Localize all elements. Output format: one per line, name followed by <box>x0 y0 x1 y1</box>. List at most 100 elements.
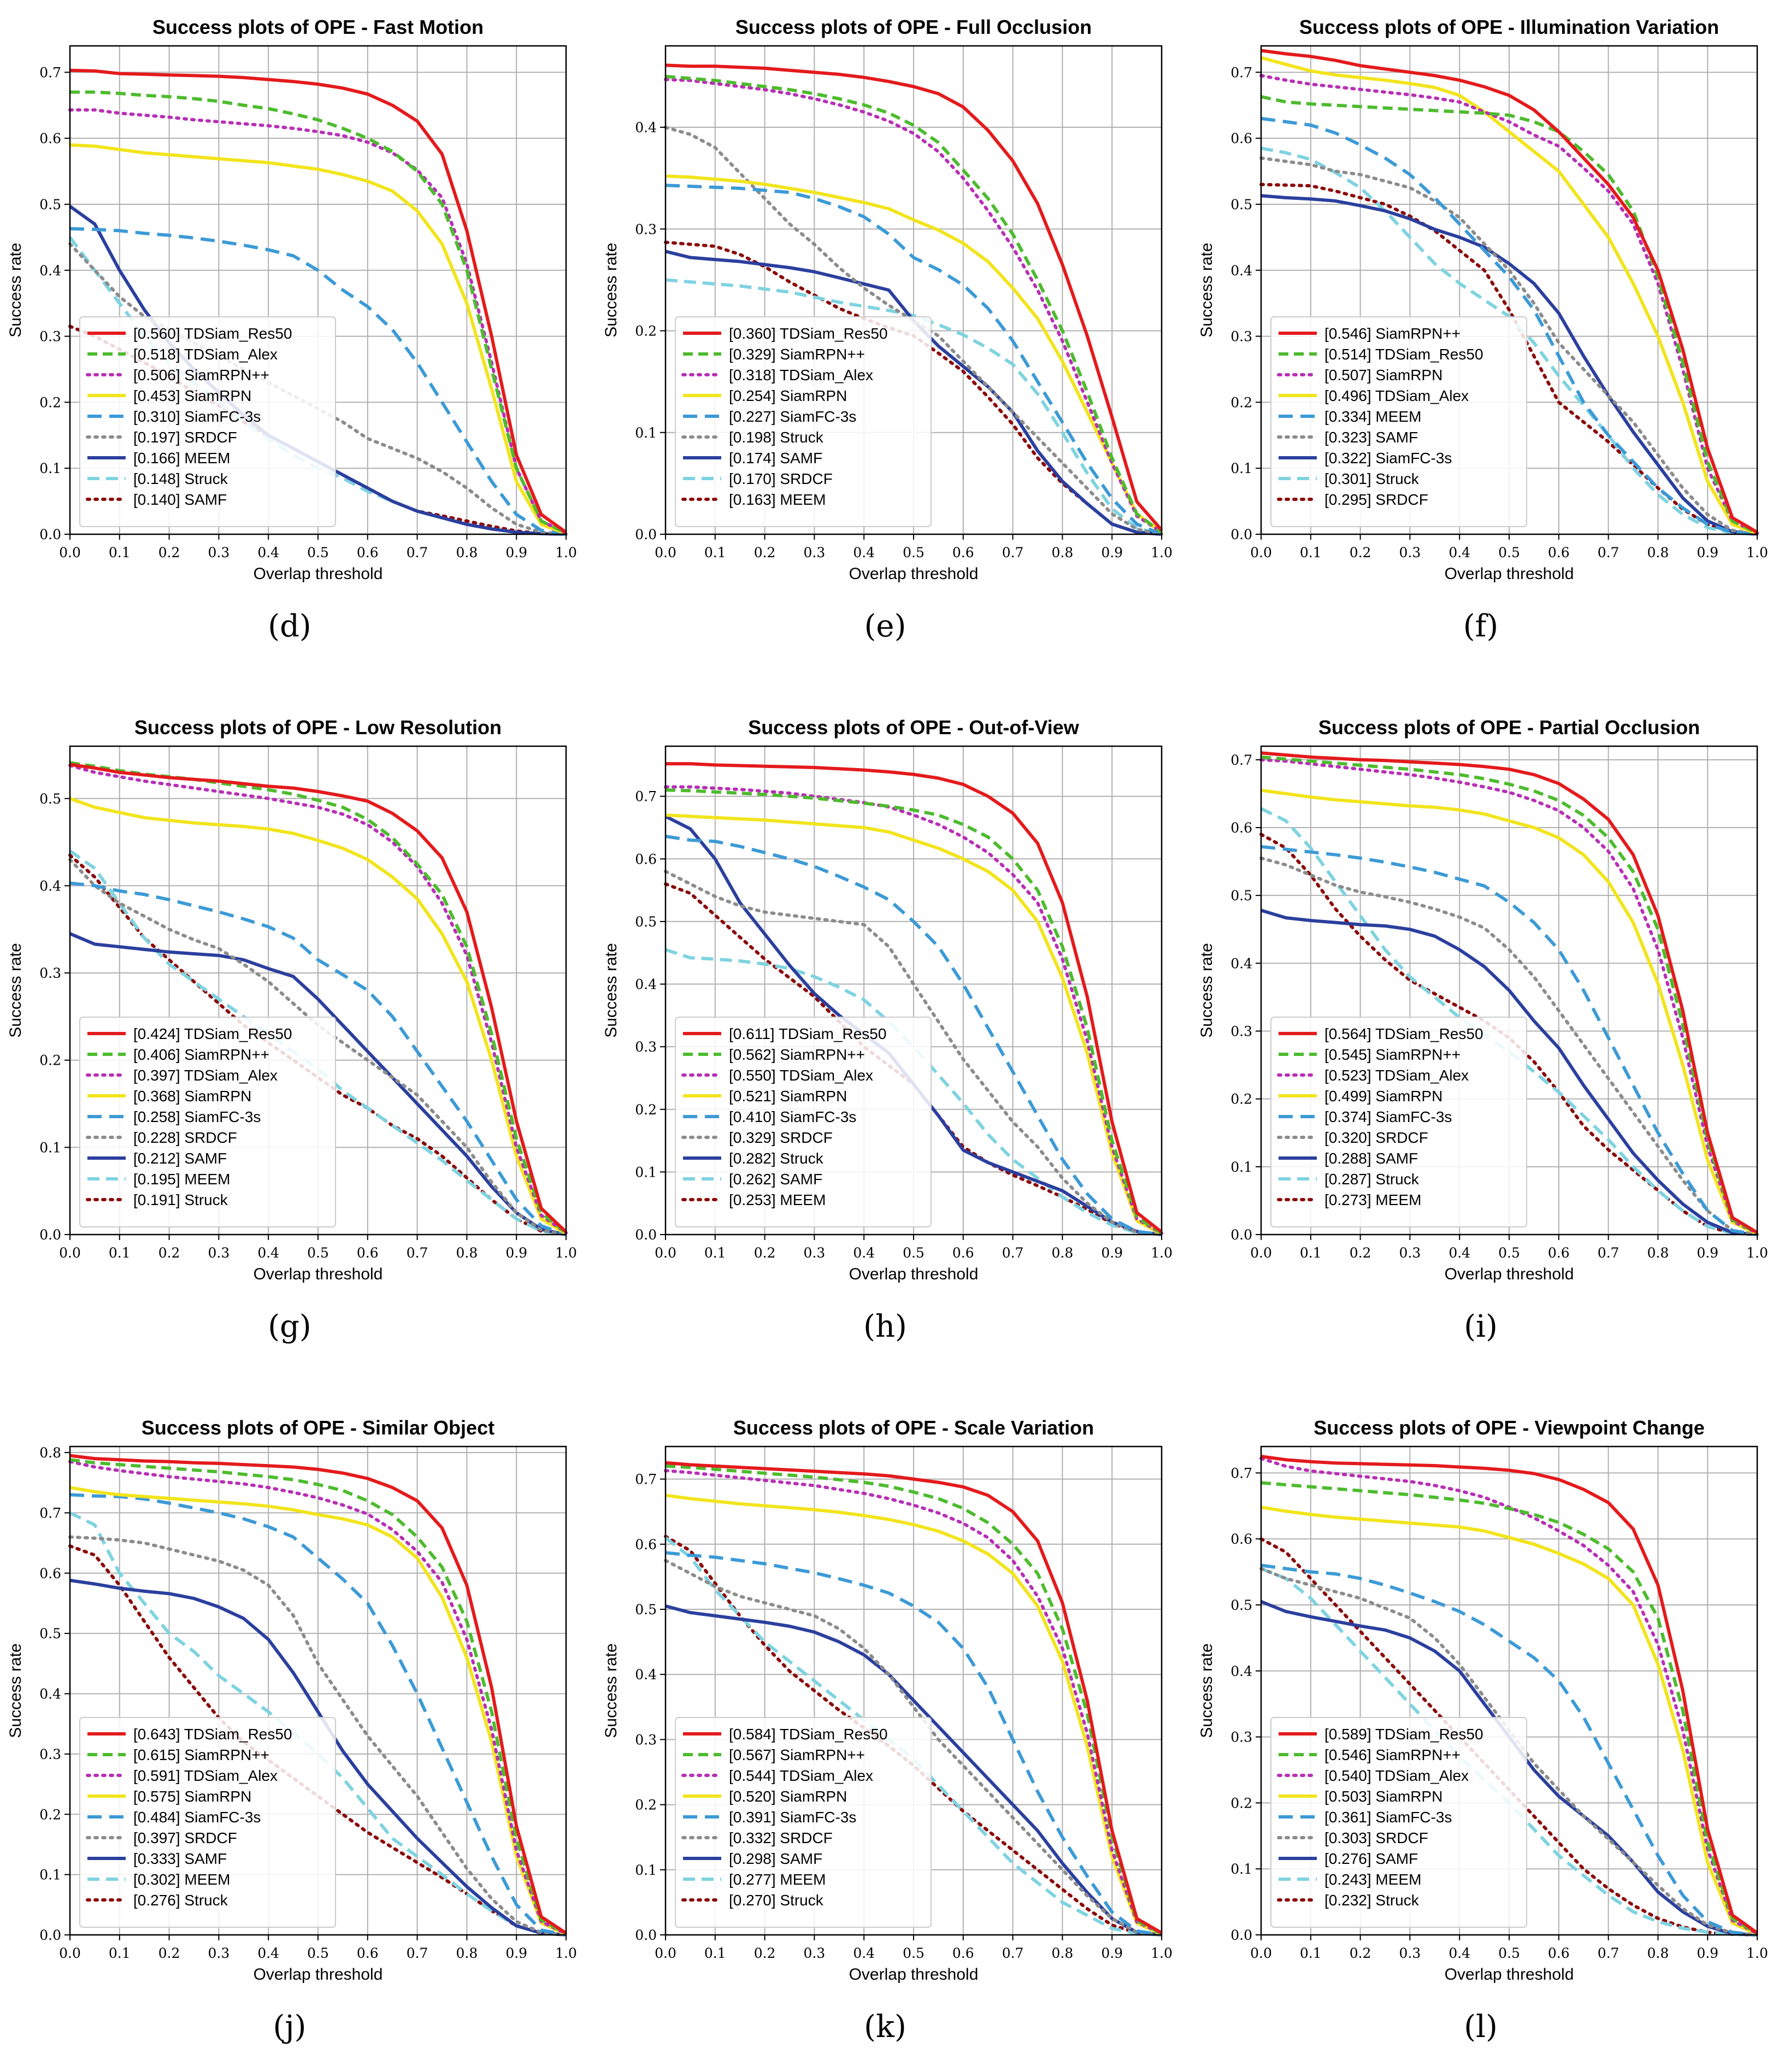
legend-entry: [0.544] TDSiam_Alex <box>729 1767 873 1784</box>
panel-label: (d) <box>268 609 311 644</box>
y-tick-label: 0.7 <box>1230 64 1252 80</box>
legend-entry: [0.270] Struck <box>729 1892 824 1909</box>
x-tick-label: 0.7 <box>1002 545 1024 560</box>
x-tick-label: 0.9 <box>1697 1245 1718 1261</box>
legend-entry: [0.507] SiamRPN <box>1324 367 1442 383</box>
x-tick-label: 1.0 <box>555 1945 577 1961</box>
legend-entry: [0.484] SiamFC-3s <box>133 1809 261 1826</box>
legend-entry: [0.521] SiamRPN <box>729 1088 847 1105</box>
x-tick-label: 0.3 <box>208 1245 230 1261</box>
y-tick-label: 0.5 <box>635 914 657 930</box>
legend-entry: [0.506] SiamRPN++ <box>133 367 269 383</box>
x-tick-label: 0.5 <box>1498 1945 1520 1961</box>
x-axis-label: Overlap threshold <box>254 1965 383 1984</box>
legend-entry: [0.453] SiamRPN <box>133 387 251 404</box>
y-tick-label: 0.2 <box>39 1053 61 1069</box>
chart-panel: 0.0 0.1 0.2 0.3 0.4 0.5 0.6 0.7 0.8 0.9 1.0 0.0 0.1 0… <box>7 1416 577 2045</box>
x-tick-label: 0.9 <box>505 1945 527 1961</box>
y-tick-label: 0.0 <box>1230 527 1252 542</box>
legend-entry: [0.567] SiamRPN++ <box>729 1746 865 1763</box>
y-tick-label: 0.6 <box>1230 1531 1252 1547</box>
y-axis-label: Success rate <box>7 243 25 337</box>
y-tick-label: 0.0 <box>635 1927 657 1943</box>
x-tick-label: 0.4 <box>1449 1945 1470 1961</box>
panel-label: (g) <box>268 1309 311 1344</box>
y-tick-label: 0.3 <box>1230 1024 1252 1040</box>
x-axis-label: Overlap threshold <box>1445 565 1574 583</box>
x-tick-label: 0.7 <box>1598 545 1620 560</box>
x-tick-label: 0.2 <box>1350 1945 1371 1961</box>
chart-panel: 0.0 0.1 0.2 0.3 0.4 0.5 0.6 0.7 0.8 0.9 1.0 0.0 0.1 0… <box>7 16 577 644</box>
x-tick-label: 0.6 <box>952 1245 974 1261</box>
legend-entry: [0.575] SiamRPN <box>133 1788 251 1805</box>
y-tick-label: 0.5 <box>635 1602 657 1618</box>
legend: [0.546] SiamRPN++ [0.514] TDSiam_Res50 [0.… <box>1270 316 1527 527</box>
legend-entry: [0.550] TDSiam_Alex <box>729 1067 873 1084</box>
legend-box <box>1270 1717 1527 1928</box>
y-tick-label: 0.6 <box>635 851 657 867</box>
series-group <box>664 63 1163 536</box>
legend: [0.424] TDSiam_Res50 [0.406] SiamRPN++ [0.… <box>79 1017 336 1227</box>
legend-box <box>675 316 932 527</box>
x-tick-label: 0.9 <box>1101 1945 1123 1961</box>
x-tick-label: 0.1 <box>1300 1945 1322 1961</box>
x-tick-label: 0.1 <box>704 1945 726 1961</box>
x-axis-label: Overlap threshold <box>254 1265 383 1283</box>
series-line-magenta <box>664 785 1163 1235</box>
y-tick-label: 0.2 <box>635 1797 657 1813</box>
x-tick-label: 0.2 <box>754 1245 776 1261</box>
chart-panel: 0.0 0.1 0.2 0.3 0.4 0.5 0.6 0.7 0.8 0.9 1.0 0.0 0.1 0… <box>1198 16 1768 644</box>
y-tick-label: 0.4 <box>39 1686 61 1702</box>
legend-entry: [0.334] MEEM <box>1324 408 1421 425</box>
legend-entry: [0.163] MEEM <box>729 491 826 508</box>
y-tick-label: 0.1 <box>635 1164 657 1180</box>
x-tick-label: 0.4 <box>853 1945 875 1961</box>
x-tick-label: 0.1 <box>109 1945 131 1961</box>
x-tick-label: 0.2 <box>1350 545 1371 560</box>
x-tick-label: 0.0 <box>1250 1945 1272 1961</box>
x-tick-label: 0.1 <box>1300 545 1322 560</box>
series-line-blue_dash <box>69 881 567 1236</box>
x-tick-label: 0.6 <box>1548 1245 1570 1261</box>
legend-entry: [0.589] TDSiam_Res50 <box>1324 1726 1483 1743</box>
y-axis-label: Success rate <box>7 943 25 1037</box>
y-tick-label: 0.1 <box>635 1862 657 1878</box>
y-tick-label: 0.4 <box>1230 955 1252 971</box>
x-tick-label: 0.8 <box>1647 1245 1669 1261</box>
x-tick-label: 0.5 <box>903 1245 925 1261</box>
series-line-darkred <box>1259 182 1759 536</box>
x-tick-label: 0.9 <box>505 1245 527 1261</box>
x-tick-label: 0.6 <box>357 1245 379 1261</box>
legend-entry: [0.523] TDSiam_Alex <box>1324 1067 1469 1084</box>
series-line-yellow <box>69 796 567 1235</box>
x-tick-label: 0.4 <box>853 545 875 560</box>
x-tick-label: 0.9 <box>1697 545 1718 560</box>
y-tick-label: 0.2 <box>635 1102 657 1118</box>
x-tick-label: 0.0 <box>655 1245 676 1261</box>
x-tick-label: 0.0 <box>1250 1245 1272 1261</box>
series-group <box>664 1461 1163 1937</box>
series-line-blue_dash <box>69 1493 567 1937</box>
legend-entry: [0.329] SiamRPN++ <box>729 346 865 363</box>
x-tick-label: 0.3 <box>804 1945 826 1961</box>
y-tick-label: 0.3 <box>1230 329 1252 345</box>
legend-entry: [0.615] SiamRPN++ <box>133 1746 269 1763</box>
legend: [0.643] TDSiam_Res50 [0.615] SiamRPN++ [0.… <box>79 1717 336 1928</box>
series-line-magenta <box>1259 74 1759 535</box>
legend-entry: [0.212] SAMF <box>133 1150 227 1167</box>
chart-panel: 0.0 0.1 0.2 0.3 0.4 0.5 0.6 0.7 0.8 0.9 1.0 0.0 0.1 0… <box>602 16 1173 644</box>
legend-entry: [0.361] SiamFC-3s <box>1324 1809 1452 1826</box>
legend-entry: [0.514] TDSiam_Res50 <box>1324 346 1483 363</box>
x-axis-label: Overlap threshold <box>1445 1265 1574 1283</box>
x-tick-label: 0.5 <box>1498 1245 1520 1261</box>
legend-entry: [0.258] SiamFC-3s <box>133 1108 261 1125</box>
legend-entry: [0.298] SAMF <box>729 1850 822 1867</box>
y-tick-label: 0.3 <box>39 329 61 345</box>
series-line-magenta <box>664 1469 1163 1935</box>
y-tick-label: 0.4 <box>635 977 657 993</box>
legend-entry: [0.546] SiamRPN++ <box>1324 325 1461 342</box>
legend-entry: [0.243] MEEM <box>1324 1871 1421 1888</box>
legend-entry: [0.320] SRDCF <box>1324 1129 1428 1146</box>
legend: [0.589] TDSiam_Res50 [0.546] SiamRPN++ [0.… <box>1270 1717 1527 1928</box>
y-tick-label: 0.7 <box>1230 1465 1252 1481</box>
